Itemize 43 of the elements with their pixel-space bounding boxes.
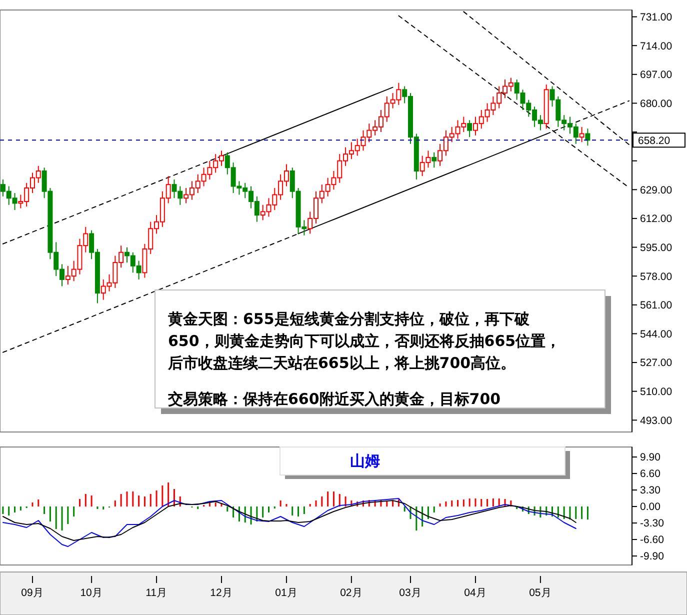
y-tick-label: 714.00: [640, 40, 672, 52]
line-series: [398, 15, 630, 188]
line-series: [463, 11, 630, 146]
annotation: 交易策略：保持在660附近买入的黄金，目标700: [167, 390, 501, 408]
x-tick-label: 10月: [80, 587, 103, 599]
x-tick-label: 01月: [275, 587, 298, 599]
ref-line-label: 658.20: [638, 134, 670, 147]
y-tick-label: 578.00: [640, 270, 672, 283]
annotation: 黄金天图：655是短线黄金分割支持位，破位，再下破: [167, 310, 530, 328]
y-tick-label: 680.00: [640, 98, 672, 110]
y-tick-label: 697.00: [640, 69, 672, 82]
y-tick-label: 561.00: [640, 300, 672, 312]
y-tick-label: 510.00: [640, 386, 672, 398]
x-tick-label: 03月: [399, 587, 422, 599]
candlestick: [432, 152, 437, 168]
y-tick-label: 544.00: [640, 328, 672, 340]
y-tick-label: 0.00: [640, 501, 661, 514]
y-tick-label: -3.30: [640, 518, 664, 530]
x-tick-label: 12月: [210, 587, 233, 599]
y-tick-label: 612.00: [640, 213, 672, 226]
y-tick-label: -6.60: [640, 534, 664, 546]
candlestick: [585, 128, 590, 146]
y-tick-label: 731.00: [640, 11, 672, 24]
y-tick-label: 9.90: [640, 452, 661, 464]
annotation: 后市收盘连续二天站在665以上，将上挑700高位。: [167, 354, 516, 372]
y-tick-label: 595.00: [640, 242, 672, 254]
y-tick-label: 6.60: [640, 468, 661, 480]
x-tick-label: 05月: [529, 587, 552, 599]
candlestick: [467, 120, 472, 138]
y-tick-label: 3.30: [640, 484, 661, 497]
x-tick-label: 02月: [340, 587, 363, 599]
candlestick: [579, 126, 584, 143]
line-series: [2, 498, 576, 547]
y-tick-label: -9.90: [640, 550, 664, 563]
annotation: 山姆: [350, 452, 380, 470]
annotation: 650，则黄金走势向下可以成立，否则还将反抽665位置，: [168, 332, 561, 350]
y-tick-label: 493.00: [640, 414, 672, 427]
line-series: [2, 500, 576, 541]
x-tick-label: 04月: [464, 587, 487, 599]
x-tick-label: 09月: [21, 587, 44, 599]
y-tick-label: 527.00: [640, 357, 672, 370]
y-tick-label: 629.00: [640, 184, 672, 196]
x-tick-label: 11月: [146, 587, 168, 599]
